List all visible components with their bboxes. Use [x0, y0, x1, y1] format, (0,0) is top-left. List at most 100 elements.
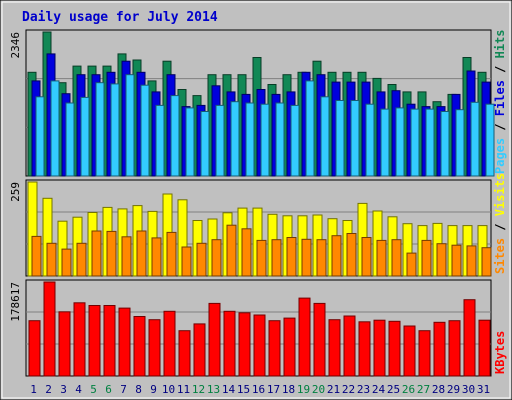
bar-sites-day-3 — [61, 248, 72, 277]
legend-sites: Sites — [493, 238, 507, 274]
bar-pages-day-22 — [350, 100, 360, 177]
day-label-21: 21 — [327, 383, 340, 396]
bar-pages-day-26 — [410, 108, 420, 177]
bar-sites-day-4 — [76, 242, 87, 277]
bar-sites-day-5 — [91, 230, 102, 277]
bar-sites-day-24 — [376, 239, 387, 277]
bar-sites-day-1 — [31, 235, 42, 277]
day-label-27: 27 — [417, 383, 430, 396]
bar-kbytes-day-22 — [343, 315, 356, 377]
day-label-18: 18 — [282, 383, 295, 396]
day-label-25: 25 — [387, 383, 400, 396]
bar-sites-day-16 — [256, 239, 267, 277]
bar-pages-day-11 — [185, 107, 195, 177]
bar-kbytes-day-11 — [178, 330, 191, 377]
day-label-16: 16 — [252, 383, 265, 396]
bar-kbytes-day-4 — [73, 302, 86, 377]
bar-pages-day-4 — [80, 96, 90, 177]
day-label-29: 29 — [447, 383, 460, 396]
legend-kbytes: KBytes — [493, 331, 507, 374]
bar-pages-day-9 — [155, 104, 165, 177]
panel-bottom: 178617 KBytes — [9, 279, 507, 377]
bar-sites-day-6 — [106, 230, 117, 277]
bar-pages-day-16 — [260, 103, 270, 177]
legend-hits: Hits — [493, 29, 507, 58]
bar-pages-day-14 — [230, 101, 240, 177]
chart-panels: 2346 Pages / Files / Hits 259 Sites / Visit… — [9, 29, 507, 377]
bar-pages-day-1 — [35, 96, 45, 177]
day-label-11: 11 — [177, 383, 190, 396]
panel-bottom-max-label: 178617 — [9, 282, 22, 322]
panel-middle: 259 Sites / Visits — [9, 173, 507, 277]
day-label-7: 7 — [120, 383, 127, 396]
bar-pages-day-29 — [455, 109, 465, 177]
day-label-15: 15 — [237, 383, 250, 396]
bar-sites-day-12 — [196, 242, 207, 277]
bar-kbytes-day-20 — [313, 302, 326, 377]
bar-sites-day-23 — [361, 237, 372, 277]
day-label-22: 22 — [342, 383, 355, 396]
bar-pages-day-30 — [470, 101, 480, 177]
bar-kbytes-day-31 — [478, 319, 491, 377]
bar-pages-day-20 — [320, 96, 330, 177]
bar-sites-day-17 — [271, 239, 282, 277]
bar-sites-day-26 — [406, 252, 417, 277]
bar-pages-day-5 — [95, 82, 105, 177]
bar-sites-day-21 — [331, 235, 342, 277]
panel-bottom-legend: KBytes — [493, 331, 507, 374]
day-label-23: 23 — [357, 383, 370, 396]
bar-kbytes-day-19 — [298, 297, 311, 377]
panel-top-legend: Pages / Files / Hits — [493, 29, 507, 174]
bar-pages-day-2 — [50, 80, 60, 177]
legend-separator: / — [493, 58, 507, 80]
legend-separator: / — [493, 216, 507, 238]
bar-kbytes-day-25 — [388, 320, 401, 377]
bar-kbytes-day-30 — [463, 299, 476, 377]
bar-sites-day-2 — [46, 242, 57, 277]
day-label-20: 20 — [312, 383, 325, 396]
bar-kbytes-day-5 — [88, 305, 101, 377]
bar-sites-day-9 — [151, 237, 162, 277]
panel-middle-max-label: 259 — [9, 182, 22, 202]
bar-pages-day-18 — [290, 104, 300, 177]
day-label-17: 17 — [267, 383, 280, 396]
bar-pages-day-27 — [425, 108, 435, 177]
bar-pages-day-28 — [440, 111, 450, 177]
bar-sites-day-27 — [421, 239, 432, 277]
day-label-12: 12 — [192, 383, 205, 396]
bar-sites-day-30 — [466, 245, 477, 277]
chart-title: Daily usage for July 2014 — [22, 10, 218, 25]
bar-kbytes-day-16 — [253, 314, 266, 377]
bar-pages-day-3 — [65, 102, 75, 177]
bar-pages-day-8 — [140, 84, 150, 177]
day-label-9: 9 — [150, 383, 157, 396]
bar-pages-day-15 — [245, 102, 255, 177]
bar-pages-day-10 — [170, 95, 180, 177]
bar-kbytes-day-29 — [448, 320, 461, 377]
day-label-31: 31 — [477, 383, 490, 396]
day-label-8: 8 — [135, 383, 142, 396]
bar-kbytes-day-15 — [238, 312, 251, 377]
legend-separator: / — [493, 116, 507, 138]
bar-kbytes-day-6 — [103, 305, 116, 377]
bar-kbytes-day-2 — [43, 281, 56, 377]
bar-sites-day-31 — [481, 247, 492, 277]
bar-kbytes-day-17 — [268, 320, 281, 377]
bar-kbytes-day-10 — [163, 310, 176, 377]
bar-sites-day-19 — [301, 238, 312, 277]
day-label-19: 19 — [297, 383, 310, 396]
bar-sites-day-18 — [286, 237, 297, 277]
bar-pages-day-13 — [215, 104, 225, 177]
bar-kbytes-day-18 — [283, 317, 296, 377]
bar-pages-day-6 — [110, 83, 120, 177]
bar-pages-day-23 — [365, 103, 375, 177]
bar-kbytes-day-14 — [223, 310, 236, 377]
day-label-10: 10 — [162, 383, 175, 396]
bar-kbytes-day-1 — [28, 320, 41, 377]
day-label-6: 6 — [105, 383, 112, 396]
day-label-5: 5 — [90, 383, 97, 396]
bar-pages-day-17 — [275, 102, 285, 177]
bar-kbytes-day-7 — [118, 307, 131, 377]
bar-kbytes-day-26 — [403, 325, 416, 377]
